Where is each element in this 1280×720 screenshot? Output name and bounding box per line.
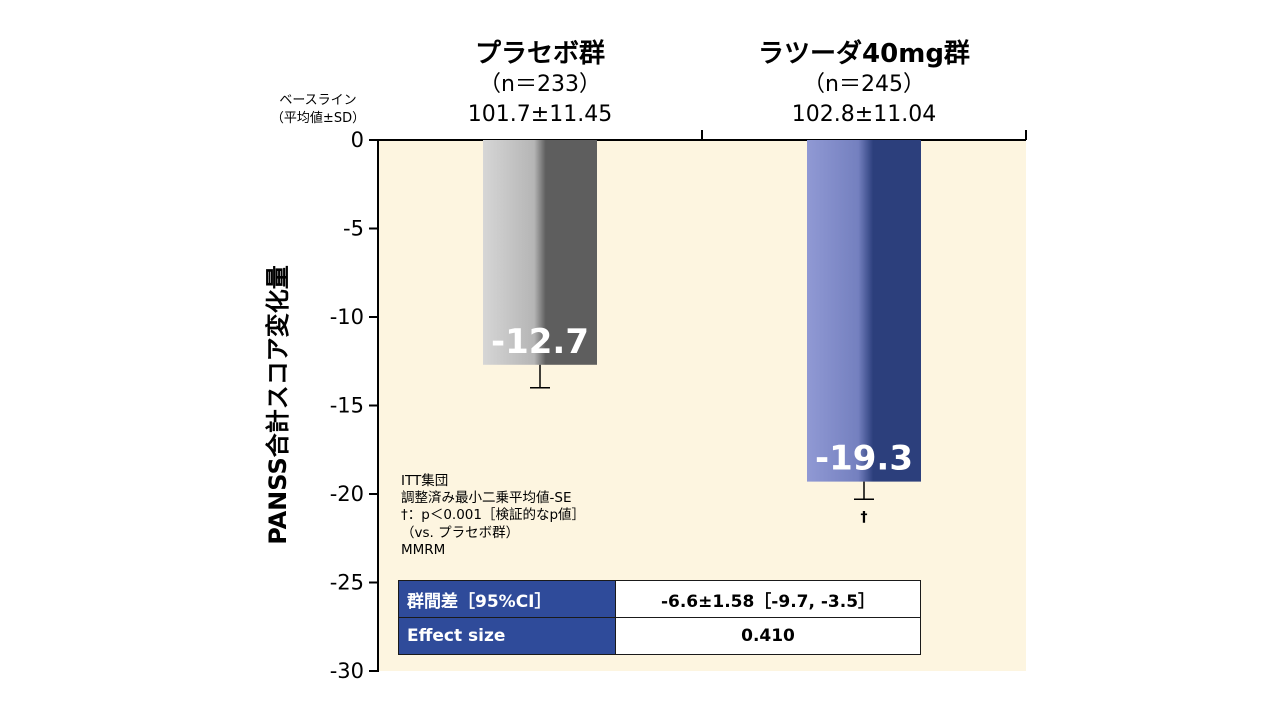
y-tick-label: -15 bbox=[330, 394, 364, 418]
note-significance: †：p＜0.001［検証的なp値］ bbox=[401, 507, 586, 524]
y-ticks: 0 -5 -10 -15 -20 -25 -30 bbox=[330, 128, 378, 683]
notes: ITT集団 調整済み最小二乗平均値-SE †：p＜0.001［検証的なp値］ （… bbox=[401, 473, 585, 559]
data-label: -19.3 bbox=[815, 439, 913, 479]
y-tick-label: -5 bbox=[343, 217, 364, 241]
stats-value-difference: -6.6±1.58［-9.7, -3.5］ bbox=[615, 580, 921, 618]
table-row: Effect size 0.410 bbox=[398, 617, 921, 655]
note-method: 調整済み最小二乗平均値-SE bbox=[401, 490, 572, 507]
y-tick-label: -30 bbox=[330, 659, 364, 683]
y-tick-label: -10 bbox=[330, 305, 364, 329]
y-tick-label: 0 bbox=[351, 128, 364, 152]
y-axis-title: PANSS合計スコア変化量 bbox=[264, 265, 292, 545]
group-title-drug: ラツーダ40mg群 bbox=[758, 38, 970, 69]
group-baseline-placebo: 101.7±11.45 bbox=[468, 102, 612, 127]
significance-marker: † bbox=[861, 509, 868, 525]
bars: -12.7 -19.3 † bbox=[483, 140, 921, 525]
group-baseline-drug: 102.8±11.04 bbox=[792, 102, 936, 127]
group-n-drug: （n＝245） bbox=[803, 72, 925, 97]
stats-label-difference: 群間差［95%CI］ bbox=[398, 580, 616, 618]
baseline-label-line2: （平均値±SD） bbox=[271, 110, 365, 126]
baseline-label-line1: ベースライン bbox=[279, 93, 356, 108]
stats-label-effect-size: Effect size bbox=[398, 617, 616, 655]
y-tick-label: -20 bbox=[330, 482, 364, 506]
group-n-placebo: （n＝233） bbox=[479, 72, 601, 97]
note-comparison: （vs. プラセボ群） bbox=[401, 524, 520, 541]
stats-table: 群間差［95%CI］ -6.6±1.58［-9.7, -3.5］ Effect … bbox=[398, 580, 921, 655]
data-label: -12.7 bbox=[491, 322, 589, 362]
bar-0 bbox=[483, 140, 597, 365]
stats-value-effect-size: 0.410 bbox=[615, 617, 921, 655]
table-row: 群間差［95%CI］ -6.6±1.58［-9.7, -3.5］ bbox=[398, 580, 921, 618]
note-model: MMRM bbox=[401, 541, 446, 558]
group-title-placebo: プラセボ群 bbox=[475, 39, 605, 69]
y-tick-label: -25 bbox=[330, 571, 364, 595]
bar-1 bbox=[807, 140, 921, 482]
note-population: ITT集団 bbox=[401, 473, 449, 489]
